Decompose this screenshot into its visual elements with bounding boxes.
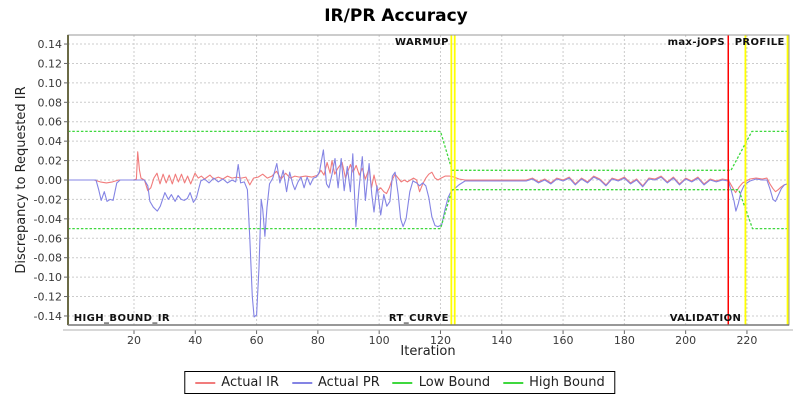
series-line-actual-ir <box>68 151 788 195</box>
phase-label-profile: PROFILE <box>735 37 785 48</box>
chart-title: IR/PR Accuracy <box>324 6 468 26</box>
legend: Actual IR Actual PR Low Bound High Bound <box>184 371 616 394</box>
y-axis-label: Discrepancy to Requested IR <box>14 86 29 273</box>
x-tick-label: 40 <box>188 334 202 347</box>
legend-swatch-low-bound <box>392 381 413 384</box>
x-axis-label: Iteration <box>400 344 455 359</box>
y-tick-label: -0.02 <box>34 193 62 206</box>
legend-swatch-actual-ir <box>195 381 216 384</box>
series-layer <box>68 130 789 318</box>
y-tick-label: -0.04 <box>34 213 62 226</box>
y-tick-label: -0.10 <box>34 271 62 284</box>
series-line-actual-pr <box>68 149 788 318</box>
x-tick-label: 100 <box>369 334 390 347</box>
phase-label-warmup: WARMUP <box>395 37 449 48</box>
y-tick-label: 0.12 <box>38 57 63 70</box>
series-line-high-bound <box>68 130 789 171</box>
y-tick-label: -0.08 <box>34 252 62 265</box>
y-tick-label: 0.14 <box>38 38 63 51</box>
legend-swatch-high-bound <box>503 381 524 384</box>
legend-item-low-bound: Low Bound <box>392 375 491 390</box>
y-tick-label: 0.10 <box>38 77 63 90</box>
marker-layer <box>450 35 789 325</box>
x-tick-label: 120 <box>430 334 451 347</box>
legend-item-actual-pr: Actual PR <box>292 375 380 390</box>
phase-label-max-jops: max-jOPS <box>668 37 725 48</box>
legend-item-high-bound: High Bound <box>503 375 605 390</box>
x-tick-label: 20 <box>127 334 141 347</box>
phase-label-high-bound-ir: HIGH_BOUND_IR <box>74 313 170 324</box>
legend-label-actual-ir: Actual IR <box>221 375 280 390</box>
y-tick-label: 0.00 <box>38 174 63 187</box>
legend-item-actual-ir: Actual IR <box>195 375 279 390</box>
legend-swatch-actual-pr <box>292 381 313 384</box>
phase-label-rt-curve: RT_CURVE <box>389 313 449 324</box>
phase-label-validation: VALIDATION <box>670 313 742 324</box>
y-tick-label: 0.08 <box>38 96 63 109</box>
x-tick-label: 140 <box>491 334 512 347</box>
y-tick-label: 0.02 <box>38 155 63 168</box>
y-tick-label: -0.06 <box>34 232 62 245</box>
axis-layer: 20 40 60 80 100 120 140 160 180 200 220 0.14 0.12 0.1… <box>34 38 793 347</box>
y-tick-label: 0.04 <box>38 135 63 148</box>
x-tick-label: 160 <box>553 334 574 347</box>
x-tick-label: 200 <box>675 334 696 347</box>
x-tick-label: 60 <box>250 334 264 347</box>
y-tick-label: -0.12 <box>34 291 62 304</box>
phase-annotations: WARMUP max-jOPS PROFILE HIGH_BOUND_IR RT_CUR… <box>74 37 785 324</box>
legend-label-high-bound: High Bound <box>529 375 605 390</box>
legend-label-actual-pr: Actual PR <box>318 375 380 390</box>
legend-label-low-bound: Low Bound <box>418 375 491 390</box>
x-tick-label: 180 <box>614 334 635 347</box>
y-tick-label: -0.14 <box>34 310 62 323</box>
x-tick-label: 220 <box>736 334 757 347</box>
grid-layer <box>68 35 789 325</box>
y-tick-label: 0.06 <box>38 116 63 129</box>
series-line-low-bound <box>68 189 789 230</box>
x-tick-label: 80 <box>311 334 325 347</box>
